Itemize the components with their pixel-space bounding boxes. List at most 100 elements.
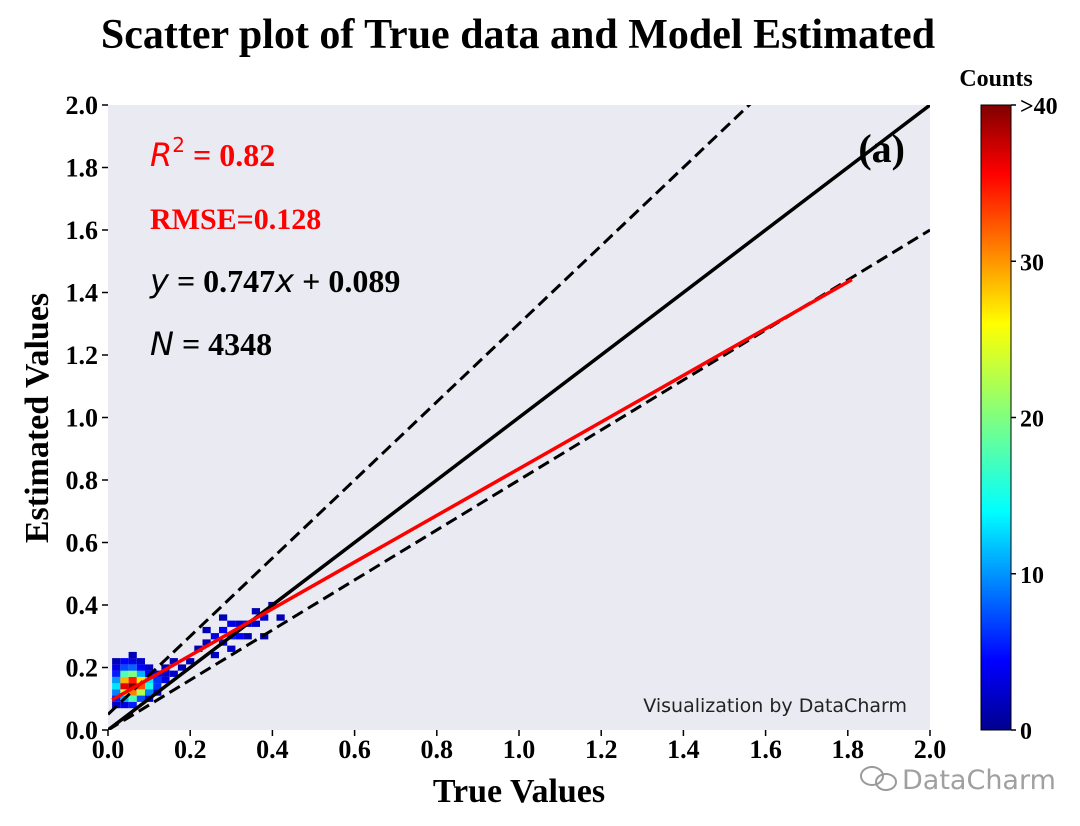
y-tick-label: 0.0	[66, 716, 99, 745]
n-symbol: N	[150, 325, 174, 363]
density-bin	[112, 676, 121, 684]
y-tick-label: 0.2	[66, 654, 99, 683]
density-bin	[260, 614, 269, 621]
density-bin	[120, 670, 129, 677]
density-bin	[136, 664, 145, 671]
density-bin	[145, 664, 154, 671]
density-bin	[251, 608, 260, 615]
density-bin	[128, 701, 137, 709]
density-bin	[120, 664, 129, 671]
density-bin	[120, 658, 129, 665]
x-tick-label: 0.6	[338, 735, 371, 764]
density-bin	[177, 664, 187, 671]
density-bin	[128, 651, 137, 659]
density-bin	[194, 645, 203, 652]
density-bin	[251, 620, 260, 627]
colorbar	[980, 104, 1012, 731]
rmse-annotation: RMSE=0.128	[150, 203, 321, 236]
colorbar-label: Counts	[959, 66, 1032, 92]
y-tick-label: 0.6	[66, 529, 99, 558]
density-bin	[136, 658, 145, 665]
x-tick-label: 0.4	[256, 735, 289, 764]
x-tick-label: 1.8	[832, 735, 865, 764]
r-symbol: R	[150, 136, 172, 174]
x-tick-label: 0.8	[421, 735, 454, 764]
density-bin	[128, 658, 137, 665]
density-bin	[128, 670, 137, 677]
density-bin	[112, 658, 121, 665]
density-bin	[112, 689, 121, 696]
density-bin	[227, 645, 236, 652]
fit-y-symbol: y	[149, 262, 170, 300]
density-bin	[276, 614, 285, 621]
reference-lines	[108, 105, 930, 730]
density-bin	[145, 689, 154, 696]
panel-label: (a)	[858, 126, 905, 171]
density-bin	[120, 701, 129, 709]
fit-slope: = 0.747	[169, 263, 275, 299]
density-bin	[169, 670, 178, 677]
density-bin	[112, 701, 121, 709]
y-tick-label: 1.8	[66, 154, 99, 183]
density-bin	[136, 695, 145, 702]
density-bin	[210, 633, 219, 640]
sample-count-annotation: N = 4348	[150, 325, 272, 363]
density-bin	[227, 620, 236, 627]
x-axis-label: True Values	[433, 773, 605, 810]
density-bin	[136, 683, 145, 690]
colorbar-tick-label: 0	[1020, 719, 1032, 745]
density-bin	[202, 626, 211, 634]
chart-title: Scatter plot of True data and Model Esti…	[101, 12, 935, 58]
density-bin	[112, 670, 121, 677]
x-tick-label: 0.2	[174, 735, 207, 764]
density-bin	[153, 676, 162, 684]
density-bin	[219, 614, 228, 621]
density-bin	[145, 683, 154, 690]
fit-intercept: + 0.089	[294, 263, 400, 299]
r-squared-value: = 0.82	[185, 137, 275, 173]
density-bin	[186, 658, 195, 665]
density-bin	[128, 695, 137, 702]
upper-bound-dashed-line	[108, 105, 752, 716]
y-tick-label: 0.8	[66, 466, 99, 495]
y-tick-label: 0.4	[66, 591, 99, 620]
x-tick-label: 1.4	[667, 735, 700, 764]
x-tick-label: 1.0	[503, 735, 536, 764]
density-bin	[153, 683, 162, 690]
footer-logo: DataCharm	[860, 765, 1056, 796]
density-bin	[219, 626, 228, 634]
r-squared-annotation: R2 = 0.82	[150, 133, 275, 174]
regression-fit-line	[111, 278, 853, 702]
r-superscript: 2	[172, 133, 185, 157]
density-bin	[235, 633, 244, 640]
y-tick-label: 1.6	[66, 216, 99, 245]
density-bin	[210, 651, 219, 659]
y-tick-label: 1.2	[66, 341, 99, 370]
density-bin	[243, 633, 252, 640]
density-bin	[128, 676, 137, 684]
density-bin	[112, 683, 121, 690]
footer-logo-text: DataCharm	[902, 765, 1056, 796]
y-axis-ticks: 0.0 0.2 0.4 0.6 0.8 1.0 1.2 1.4 1.6 1.8 2.0	[66, 91, 108, 745]
density-bin	[235, 620, 244, 627]
x-tick-label: 1.2	[585, 735, 618, 764]
x-tick-label: 0.0	[92, 735, 125, 764]
colorbar-tick-label: >40	[1020, 94, 1058, 120]
fit-x-symbol: x	[274, 262, 295, 300]
density-bin	[161, 670, 170, 677]
watermark-text: Visualization by DataCharm	[643, 695, 907, 717]
x-tick-label: 1.6	[749, 735, 782, 764]
colorbar-tick-label: 30	[1020, 250, 1044, 276]
y-tick-label: 1.4	[66, 279, 99, 308]
density-bin	[169, 658, 178, 665]
x-axis-ticks: 0.0 0.2 0.4 0.6 0.8 1.0 1.2 1.4 1.6 1.8 2.0	[92, 730, 946, 764]
density-bin	[128, 689, 137, 696]
density-bin	[120, 676, 129, 684]
fit-equation-annotation: y = 0.747x + 0.089	[149, 262, 400, 300]
density-bin	[202, 639, 211, 646]
density-bin	[136, 670, 145, 677]
y-axis-label: Estimated Values	[19, 293, 56, 543]
y-tick-label: 2.0	[66, 91, 99, 120]
density-bin	[136, 676, 145, 684]
